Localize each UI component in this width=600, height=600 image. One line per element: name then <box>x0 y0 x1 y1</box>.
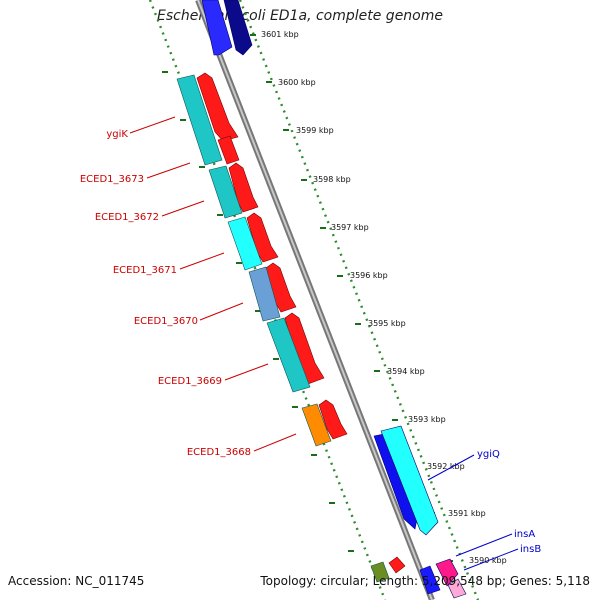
gene-label-insb[interactable]: insB <box>520 544 541 555</box>
left-boundary-ticks <box>162 71 354 552</box>
gene-arrow[interactable] <box>196 72 239 142</box>
gene-arrow[interactable] <box>388 556 406 574</box>
scale-label: 3597 kbp <box>331 223 369 232</box>
gene-arrow[interactable] <box>447 578 467 599</box>
label-leader <box>224 363 269 381</box>
gene-arrow[interactable] <box>301 403 332 447</box>
scale-label: 3594 kbp <box>387 367 425 376</box>
gene-label-ygiq[interactable]: ygiQ <box>477 449 500 460</box>
scale-label: 3591 kbp <box>448 509 486 518</box>
gene-label-eced1-3669[interactable]: ECED1_3669 <box>158 376 222 387</box>
label-leader <box>161 200 205 217</box>
scale-label: 3599 kbp <box>296 126 334 135</box>
label-leader <box>463 548 519 571</box>
reverse-genes <box>176 74 390 583</box>
gene-label-ygik[interactable]: ygiK <box>106 129 128 140</box>
gene-label-eced1-3668[interactable]: ECED1_3668 <box>187 447 251 458</box>
gene-arrow[interactable] <box>217 135 240 165</box>
right-strand-genes <box>201 0 467 599</box>
forward-genes <box>196 72 406 574</box>
gene-arrow[interactable] <box>227 216 263 271</box>
gene-label-eced1-3671[interactable]: ECED1_3671 <box>113 265 177 276</box>
gene-arrow[interactable] <box>223 0 253 56</box>
left-label-leaders <box>129 116 297 452</box>
gene-arrow[interactable] <box>380 425 439 536</box>
scale-label: 3592 kbp <box>427 462 465 471</box>
gene-arrow[interactable] <box>419 565 441 595</box>
gene-label-eced1-3670[interactable]: ECED1_3670 <box>134 316 198 327</box>
label-leader <box>427 454 475 481</box>
gene-label-eced1-3672[interactable]: ECED1_3672 <box>95 212 159 223</box>
gene-arrow[interactable] <box>176 74 223 166</box>
scale-label: 3596 kbp <box>350 271 388 280</box>
gene-label-insa[interactable]: insA <box>514 529 535 540</box>
right-label-leaders <box>427 454 519 571</box>
right-gene-labels: ygiQ insA insB <box>477 449 541 555</box>
gene-arrow[interactable] <box>201 0 233 56</box>
left-gene-labels: ygiK ECED1_3673 ECED1_3672 ECED1_3671 EC… <box>80 129 251 458</box>
label-leader <box>253 433 297 452</box>
gene-label-eced1-3673[interactable]: ECED1_3673 <box>80 174 144 185</box>
scale-label: 3600 kbp <box>278 78 316 87</box>
scale-label: 3593 kbp <box>408 415 446 424</box>
gene-arrow[interactable] <box>248 266 281 322</box>
gene-arrow[interactable] <box>370 561 390 583</box>
label-leader <box>129 116 176 134</box>
gene-arrow[interactable] <box>318 399 348 440</box>
label-leader <box>199 302 244 321</box>
label-leader <box>146 162 191 179</box>
genome-backbone-highlight <box>197 0 433 600</box>
label-leader <box>179 252 225 270</box>
scale-label: 3595 kbp <box>368 319 406 328</box>
scale-label: 3601 kbp <box>261 30 299 39</box>
right-dotted-boundary <box>238 0 480 600</box>
gene-arrow[interactable] <box>208 165 243 219</box>
gene-arrow[interactable] <box>266 317 311 393</box>
genome-stats-text: Topology: circular; Length: 5,209,548 bp… <box>260 574 590 588</box>
scale-label: 3598 kbp <box>313 175 351 184</box>
accession-text: Accession: NC_011745 <box>8 574 145 588</box>
label-leader <box>455 533 513 557</box>
gene-arrow[interactable] <box>435 558 459 587</box>
